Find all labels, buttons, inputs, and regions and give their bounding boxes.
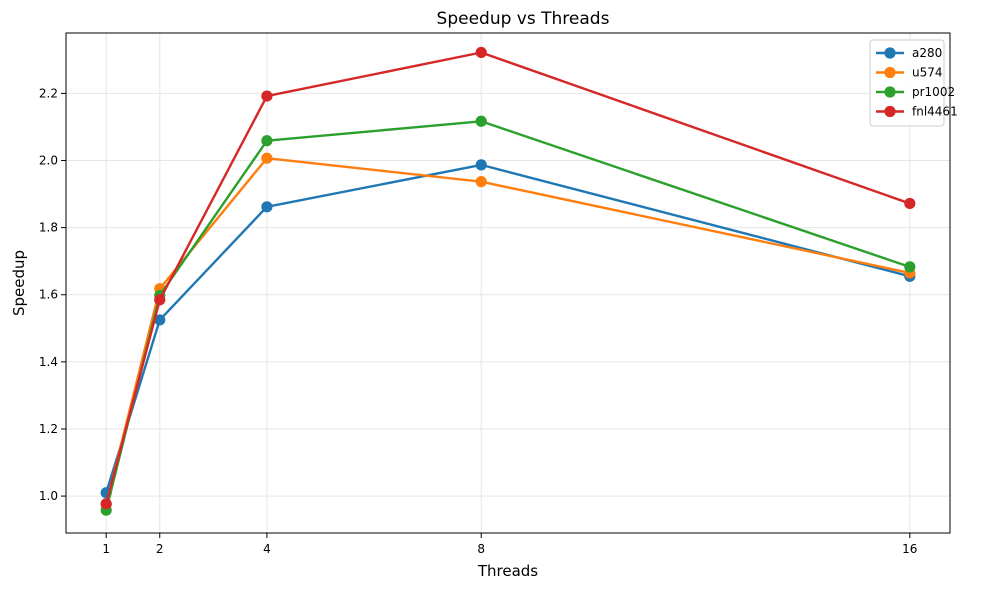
data-point bbox=[261, 152, 273, 164]
x-tick-label: 1 bbox=[102, 542, 110, 556]
x-axis-label: Threads bbox=[477, 562, 538, 580]
x-tick-label: 2 bbox=[156, 542, 164, 556]
data-point bbox=[261, 90, 273, 102]
legend-box bbox=[869, 39, 945, 127]
plot-frame bbox=[65, 32, 951, 534]
legend-marker bbox=[884, 105, 896, 118]
x-tick-label: 8 bbox=[477, 542, 485, 556]
data-point bbox=[475, 176, 487, 188]
data-point bbox=[100, 498, 112, 510]
y-tick-label: 1.6 bbox=[39, 288, 58, 302]
data-point bbox=[154, 314, 166, 326]
legend-label: fnl4461 bbox=[912, 105, 958, 119]
chart-title: Speedup vs Threads bbox=[437, 9, 610, 29]
series-line bbox=[105, 120, 911, 511]
data-point bbox=[904, 197, 916, 210]
series-u574 bbox=[100, 152, 916, 511]
data-point bbox=[154, 294, 166, 306]
y-tick-label: 1.0 bbox=[39, 489, 58, 503]
legend-marker bbox=[884, 66, 896, 79]
legend-item-fnl4461: fnl4461 bbox=[876, 105, 958, 119]
legend-item-a280: a280 bbox=[876, 46, 942, 60]
y-tick-label: 2.0 bbox=[39, 154, 58, 168]
legend: a280 u574 pr1002 fnl4461 bbox=[869, 39, 958, 127]
axis-ticks: 1 2 4 8 16 1.0 1.2 1.4 1.6 1.8 2.0 2.2 bbox=[39, 86, 918, 556]
data-point bbox=[475, 46, 487, 59]
series-line bbox=[105, 156, 911, 505]
y-tick-label: 1.2 bbox=[39, 422, 58, 436]
grid bbox=[66, 33, 950, 533]
series-fnl4461 bbox=[100, 46, 916, 510]
legend-label: a280 bbox=[912, 46, 942, 60]
y-axis-label: Speedup bbox=[10, 250, 28, 316]
data-point bbox=[261, 135, 273, 147]
y-tick-label: 2.2 bbox=[39, 86, 58, 100]
x-tick-label: 16 bbox=[902, 542, 917, 556]
series-line bbox=[105, 51, 911, 505]
series-group bbox=[100, 46, 916, 516]
legend-marker bbox=[884, 86, 896, 98]
legend-label: pr1002 bbox=[912, 85, 955, 99]
y-tick-label: 1.8 bbox=[39, 221, 58, 235]
legend-item-pr1002: pr1002 bbox=[876, 85, 955, 99]
data-point bbox=[904, 261, 916, 273]
legend-label: u574 bbox=[912, 66, 943, 80]
x-tick-label: 4 bbox=[263, 542, 271, 556]
series-pr1002 bbox=[100, 115, 916, 516]
data-point bbox=[261, 201, 273, 213]
data-point bbox=[475, 159, 487, 171]
y-tick-label: 1.4 bbox=[39, 355, 58, 369]
data-point bbox=[475, 115, 487, 127]
legend-marker bbox=[884, 47, 896, 59]
series-line bbox=[105, 163, 911, 494]
legend-item-u574: u574 bbox=[876, 66, 943, 80]
